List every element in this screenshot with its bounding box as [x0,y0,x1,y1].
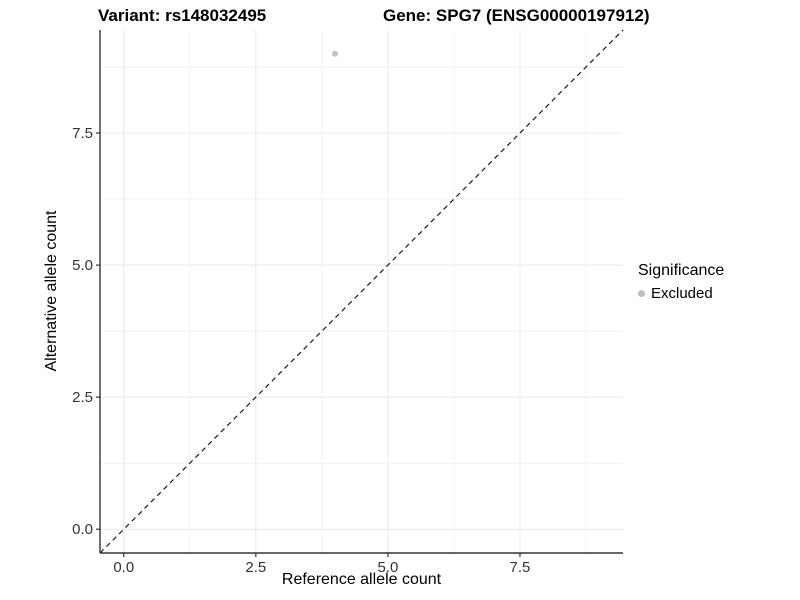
legend-item-excluded: Excluded [638,285,798,302]
y-tick-label: 7.5 [72,125,93,142]
legend-point-swatch [638,290,645,297]
legend-item-label: Excluded [651,285,713,302]
y-tick-label: 2.5 [72,389,93,406]
identity-line [99,29,624,554]
x-axis-title: Reference allele count [281,571,442,588]
x-tick-label: 5.0 [377,559,398,576]
gene-title: Gene: SPG7 (ENSG00000197912) [383,6,650,25]
y-axis-title: Alternative allele count [43,210,60,372]
x-tick-label: 2.5 [245,559,266,576]
y-tick-label: 5.0 [72,257,93,274]
legend-title: Significance [638,262,725,279]
variant-title: Variant: rs148032495 [98,6,267,25]
legend: Significance Excluded [638,262,798,302]
x-tick-label: 7.5 [510,559,531,576]
data-point [332,50,339,57]
y-tick-label: 0.0 [72,521,93,538]
x-tick-label: 0.0 [113,559,134,576]
